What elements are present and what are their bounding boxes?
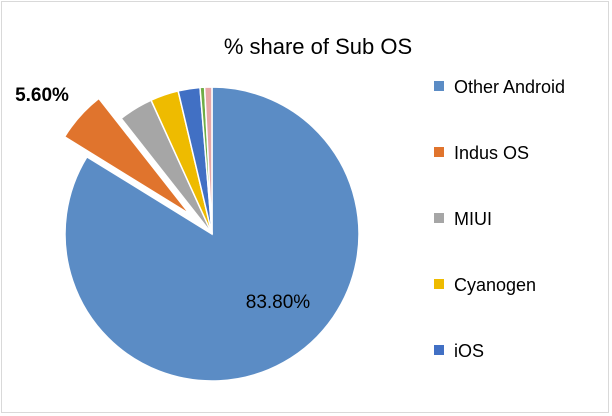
chart-title: % share of Sub OS [224,34,412,59]
legend-swatch [434,81,444,91]
pie-slices [63,86,360,382]
data-label: 83.80% [246,292,311,313]
legend-swatch [434,147,444,157]
legend-label: iOS [454,341,484,361]
data-label: 5.60% [15,85,69,106]
legend-label: Cyanogen [454,275,536,295]
legend-label: Other Android [454,77,565,97]
legend-label: Indus OS [454,143,529,163]
legend-swatch [434,345,444,355]
legend-swatch [434,279,444,289]
legend-swatch [434,213,444,223]
pie-slice-unlabeled-6 [203,86,213,235]
legend-label: MIUI [454,209,492,229]
legend: Other Android Indus OS MIUI Cyanogen iOS [434,77,565,361]
pie-slice-indus-os [63,97,191,215]
data-labels: 83.80% 5.60% [15,85,310,313]
